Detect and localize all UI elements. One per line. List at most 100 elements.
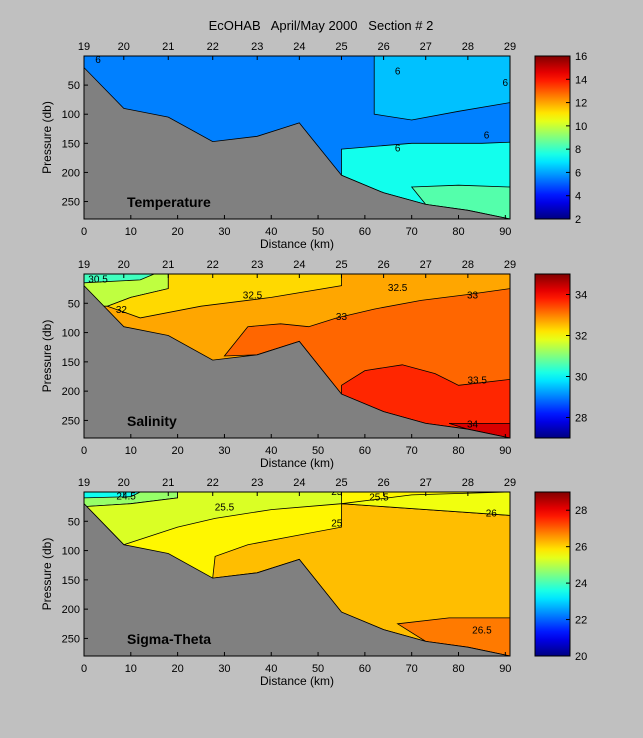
x-tick-label: 0 xyxy=(81,445,87,457)
contour-label: 6 xyxy=(395,67,401,78)
x-tick-label: 30 xyxy=(218,663,230,675)
x-tick-label: 30 xyxy=(218,445,230,457)
station-label: 25 xyxy=(335,259,347,271)
colorbar-tick-label: 6 xyxy=(575,167,581,179)
x-tick-label: 50 xyxy=(312,663,324,675)
station-label: 20 xyxy=(118,259,130,271)
station-label: 20 xyxy=(118,41,130,53)
station-label: 19 xyxy=(78,259,90,271)
seafloor-bathymetry xyxy=(84,285,510,438)
x-tick-label: 70 xyxy=(406,226,418,238)
chart-panel-3: 24.5 25 25.5 25 25.5 26 26.5 0 10 20 30 40 50 60 70 80 9… xyxy=(40,477,587,688)
x-tick-label: 80 xyxy=(452,445,464,457)
station-label: 23 xyxy=(251,259,263,271)
station-label: 29 xyxy=(504,477,516,489)
x-tick-label: 70 xyxy=(406,663,418,675)
contour-label: 33.5 xyxy=(467,375,487,386)
contour-label: 33 xyxy=(336,312,348,323)
colorbar xyxy=(534,273,571,439)
station-label: 26 xyxy=(377,259,389,271)
colorbar-tick-label: 34 xyxy=(575,290,587,302)
seafloor-bathymetry xyxy=(84,67,510,219)
station-label: 28 xyxy=(462,41,474,53)
contour-region xyxy=(448,422,510,438)
station-label: 21 xyxy=(162,259,174,271)
contour-label: 24.5 xyxy=(116,492,136,503)
colorbar-tick-label: 14 xyxy=(575,74,587,86)
y-tick-label: 100 xyxy=(62,109,80,121)
station-label: 29 xyxy=(504,41,516,53)
y-tick-label: 150 xyxy=(62,575,80,587)
y-tick-label: 150 xyxy=(62,138,80,150)
x-tick-label: 90 xyxy=(499,663,511,675)
station-label: 28 xyxy=(462,477,474,489)
station-label: 19 xyxy=(78,477,90,489)
contour-label: 25.5 xyxy=(215,503,235,514)
x-tick-label: 70 xyxy=(406,445,418,457)
contour-label: 6 xyxy=(484,131,490,142)
station-label: 28 xyxy=(462,259,474,271)
x-tick-label: 40 xyxy=(265,226,277,238)
contour-label: 26 xyxy=(486,509,498,520)
y-tick-label: 250 xyxy=(62,633,80,645)
station-label: 22 xyxy=(207,41,219,53)
station-label: 26 xyxy=(377,477,389,489)
colorbar-tick-label: 12 xyxy=(575,98,587,110)
y-tick-label: 200 xyxy=(62,604,80,616)
y-tick-label: 200 xyxy=(62,386,80,398)
x-tick-label: 80 xyxy=(452,226,464,238)
contour-region xyxy=(341,492,510,516)
plot-frame xyxy=(83,55,511,220)
panel-label: Sigma-Theta xyxy=(127,631,211,647)
colorbar-tick-label: 10 xyxy=(575,121,587,133)
x-tick-label: 10 xyxy=(125,663,137,675)
station-label: 23 xyxy=(251,477,263,489)
y-tick-label: 50 xyxy=(68,80,80,92)
contour-label: 6 xyxy=(503,78,509,89)
contour-label: 6 xyxy=(95,55,101,66)
x-tick-label: 20 xyxy=(172,445,184,457)
colorbar-tick-label: 16 xyxy=(575,51,587,63)
station-label: 21 xyxy=(162,41,174,53)
station-label: 22 xyxy=(207,477,219,489)
x-tick-label: 60 xyxy=(359,226,371,238)
y-tick-label: 150 xyxy=(62,357,80,369)
station-label: 27 xyxy=(420,41,432,53)
x-tick-label: 20 xyxy=(172,226,184,238)
contour-label: 32.5 xyxy=(388,283,408,294)
y-axis-label: Pressure (db) xyxy=(40,320,54,393)
x-tick-label: 60 xyxy=(359,663,371,675)
y-tick-label: 100 xyxy=(62,328,80,340)
colorbar-tick-label: 8 xyxy=(575,144,581,156)
y-tick-label: 200 xyxy=(62,167,80,179)
x-tick-label: 80 xyxy=(452,663,464,675)
plot-area: 30.5 32 32.5 32.5 33 33 33.5 34 xyxy=(84,274,510,438)
panel-label: Salinity xyxy=(127,413,177,429)
plot-frame xyxy=(83,273,511,439)
plot-area: 6 6 6 6 6 xyxy=(84,55,510,219)
contour-label: 6 xyxy=(395,143,401,154)
colorbar-tick-label: 30 xyxy=(575,372,587,384)
x-tick-label: 50 xyxy=(312,445,324,457)
station-label: 29 xyxy=(504,259,516,271)
contour-region xyxy=(373,56,510,121)
colorbar xyxy=(534,55,571,220)
colorbar xyxy=(534,491,571,657)
station-label: 21 xyxy=(162,477,174,489)
x-tick-label: 40 xyxy=(265,445,277,457)
colorbar-tick-label: 28 xyxy=(575,505,587,517)
station-label: 26 xyxy=(377,41,389,53)
colorbar-tick-label: 20 xyxy=(575,651,587,663)
x-axis-label: Distance (km) xyxy=(260,237,334,251)
x-tick-label: 0 xyxy=(81,663,87,675)
colorbar-tick-label: 2 xyxy=(575,214,581,226)
seafloor-bathymetry xyxy=(84,503,510,656)
colorbar-tick-label: 4 xyxy=(575,191,581,203)
contour-label: 32.5 xyxy=(243,291,263,302)
y-axis-label: Pressure (db) xyxy=(40,101,54,174)
contour-label: 25.5 xyxy=(369,493,389,504)
station-label: 23 xyxy=(251,41,263,53)
chart-panel-2: 30.5 32 32.5 32.5 33 33 33.5 34 0 10 20 30 40 50 60 70 8… xyxy=(40,259,587,470)
